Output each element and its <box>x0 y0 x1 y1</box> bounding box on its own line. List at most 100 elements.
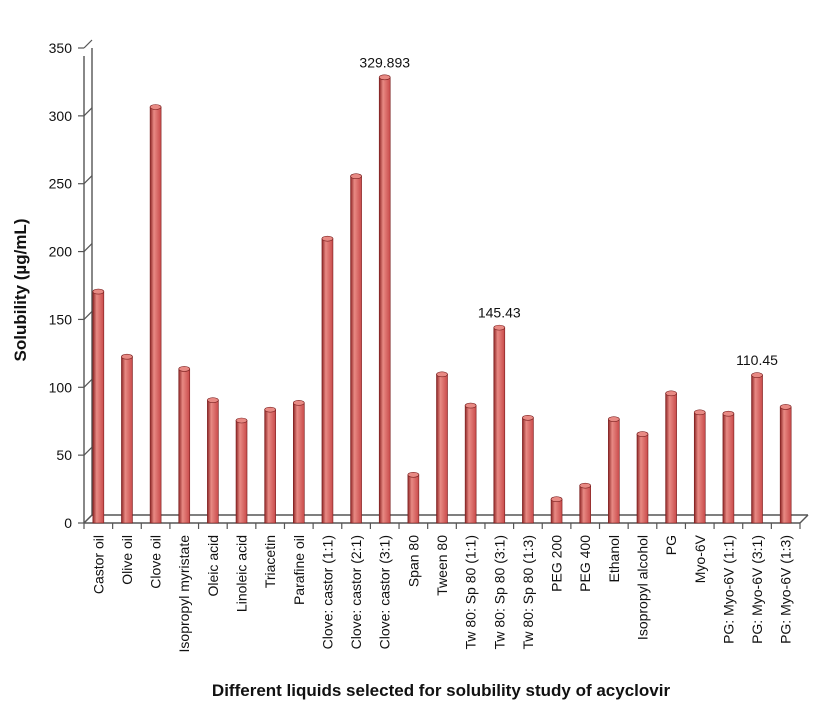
y-tick-depth <box>83 514 93 524</box>
bar-14 <box>464 405 477 524</box>
y-tick-label: 200 <box>49 244 73 260</box>
y-tick-label: 250 <box>49 176 73 192</box>
floor-edge-line <box>799 514 809 524</box>
x-tick-label-22: Myo-6V <box>692 534 708 583</box>
bar-12 <box>407 474 420 524</box>
x-tick-label-9: Clove: castor (1:1) <box>319 535 335 649</box>
bar-cap-4 <box>178 366 191 372</box>
bar-cap-19 <box>608 416 620 422</box>
y-tick-label: 150 <box>49 311 73 327</box>
x-tick-label-7: Triacetin <box>262 535 278 588</box>
x-tick-label-21: PG <box>663 535 679 555</box>
bar-3 <box>149 106 162 524</box>
bar-cap-8 <box>292 400 305 406</box>
bar-25 <box>779 406 792 524</box>
x-tick-label-24: PG: Myo-6V (3:1) <box>749 535 765 644</box>
y-tick-label: 0 <box>64 515 72 531</box>
x-tick-label-23: PG: Myo-6V (1:1) <box>720 535 736 644</box>
bar-cap-3 <box>149 104 162 110</box>
x-tick-label-16: Tw 80: Sp 80 (1:3) <box>520 535 536 649</box>
bar-22 <box>693 412 706 524</box>
bar-cap-20 <box>636 431 649 437</box>
bar-cap-23 <box>722 410 735 417</box>
x-tick-label-4: Isopropyl myristate <box>176 535 192 653</box>
x-tick-label-17: PEG 200 <box>549 535 565 592</box>
bar-10 <box>350 175 362 524</box>
bar-cap-9 <box>321 235 334 242</box>
bar-cap-22 <box>693 409 706 416</box>
bar-cap-1 <box>92 288 105 295</box>
bar-7 <box>264 409 276 524</box>
bar-cap-25 <box>779 404 792 410</box>
x-tick-label-19: Ethanol <box>606 535 622 582</box>
bar-8 <box>292 402 305 524</box>
bar-11 <box>378 76 391 524</box>
bar-cap-12 <box>407 471 420 478</box>
x-tick-label-1: Castor oil <box>90 535 106 594</box>
x-tick-label-20: Isopropyl alcohol <box>634 535 650 640</box>
y-tick-depth <box>83 175 93 185</box>
bar-24 <box>751 374 763 524</box>
x-tick-label-25: PG: Myo-6V (1:3) <box>778 535 794 644</box>
x-tick-label-13: Tween 80 <box>434 535 450 596</box>
y-tick-depth <box>83 39 93 49</box>
x-tick-label-12: Span 80 <box>405 535 421 587</box>
data-label-11: 329.893 <box>359 54 410 70</box>
bar-5 <box>207 399 219 524</box>
bar-cap-16 <box>522 414 534 421</box>
y-tick-depth <box>83 311 93 320</box>
bar-20 <box>636 433 649 524</box>
x-tick-label-5: Oleic acid <box>205 535 221 596</box>
x-tick-label-3: Clove oil <box>148 535 164 589</box>
x-tick-label-6: Linoleic acid <box>234 535 250 612</box>
y-axis-title: Solubility (µg/mL) <box>11 219 30 362</box>
x-tick-label-2: Olive oil <box>119 535 135 585</box>
bar-cap-10 <box>350 173 362 180</box>
bars <box>92 74 792 524</box>
bar-21 <box>665 393 677 524</box>
bar-16 <box>522 417 534 524</box>
bar-6 <box>235 420 248 524</box>
bar-cap-18 <box>579 482 592 489</box>
x-tick-label-18: PEG 400 <box>577 535 593 592</box>
bar-cap-7 <box>264 406 276 413</box>
y-tick-label: 100 <box>49 379 73 395</box>
y-tick-label: 300 <box>49 108 73 124</box>
data-labels: 329.893 145.43 110.45 <box>359 54 778 368</box>
bar-17 <box>550 498 563 524</box>
x-axis-title: Different liquids selected for solubilit… <box>212 681 671 700</box>
bar-cap-17 <box>550 496 563 503</box>
y-tick-depth <box>83 446 93 456</box>
x-tick-label-15: Tw 80: Sp 80 (3:1) <box>491 535 507 649</box>
y-tick-depth <box>83 243 93 252</box>
data-label-24: 110.45 <box>736 352 778 368</box>
bar-cap-11 <box>378 74 391 81</box>
bar-9 <box>321 238 334 524</box>
bar-cap-2 <box>121 353 133 360</box>
y-tick-label: 350 <box>49 40 73 56</box>
bar-cap-13 <box>436 371 448 378</box>
x-tick-label-10: Clove: castor (2:1) <box>348 535 364 649</box>
data-label-15: 145.43 <box>478 305 521 321</box>
bar-cap-24 <box>751 372 763 378</box>
bar-19 <box>608 418 620 524</box>
y-tick-label: 50 <box>56 447 72 463</box>
bar-2 <box>121 356 133 524</box>
bar-cap-15 <box>493 324 506 331</box>
bar-15 <box>493 327 506 524</box>
axes: 0 50 100 150 200 250 300 350 Castor oil Olive oil… <box>49 39 809 653</box>
bar-4 <box>178 368 191 524</box>
x-tick-label-11: Clove: castor (3:1) <box>377 535 393 649</box>
x-tick-label-8: Parafine oil <box>291 535 307 605</box>
bar-18 <box>579 485 592 524</box>
y-tick-depth <box>83 378 93 388</box>
x-tick-label-14: Tw 80: Sp 80 (1:1) <box>463 535 479 649</box>
bar-cap-6 <box>235 417 248 424</box>
bar-cap-14 <box>464 402 477 409</box>
bar-13 <box>436 374 448 524</box>
bar-cap-21 <box>665 390 677 397</box>
bar-23 <box>722 413 735 524</box>
bar-cap-5 <box>207 397 219 403</box>
